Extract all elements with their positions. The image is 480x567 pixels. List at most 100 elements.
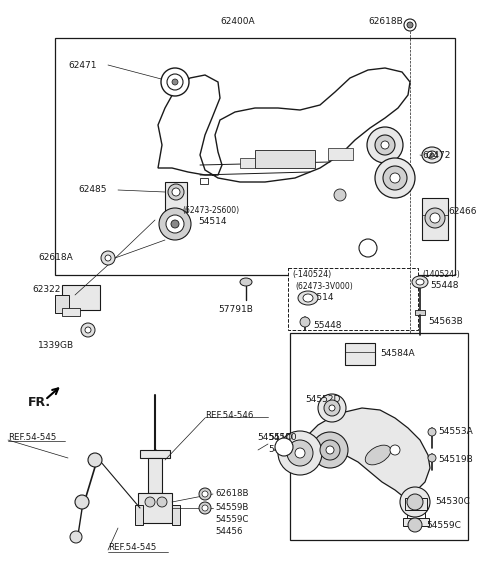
Ellipse shape bbox=[159, 208, 191, 240]
Bar bbox=[405, 498, 427, 510]
Text: 54456: 54456 bbox=[215, 527, 242, 536]
Text: A: A bbox=[365, 243, 371, 252]
Ellipse shape bbox=[408, 518, 422, 532]
Ellipse shape bbox=[407, 22, 413, 28]
Text: 54563B: 54563B bbox=[428, 318, 463, 327]
Ellipse shape bbox=[298, 291, 318, 305]
Bar bbox=[165, 182, 187, 212]
Ellipse shape bbox=[166, 215, 184, 233]
Ellipse shape bbox=[161, 68, 189, 96]
Ellipse shape bbox=[425, 208, 445, 228]
Bar bbox=[328, 148, 353, 160]
Ellipse shape bbox=[326, 446, 334, 454]
Ellipse shape bbox=[428, 428, 436, 436]
Text: 54514: 54514 bbox=[198, 218, 227, 226]
Text: REF.54-545: REF.54-545 bbox=[108, 544, 156, 552]
Ellipse shape bbox=[85, 327, 91, 333]
Text: 62466: 62466 bbox=[448, 208, 477, 217]
Polygon shape bbox=[305, 408, 430, 498]
Ellipse shape bbox=[275, 438, 293, 456]
Ellipse shape bbox=[390, 445, 400, 455]
Ellipse shape bbox=[422, 147, 442, 163]
Bar bbox=[288, 268, 418, 330]
Ellipse shape bbox=[381, 141, 389, 149]
Text: FR.: FR. bbox=[28, 396, 51, 408]
Ellipse shape bbox=[167, 74, 183, 90]
Text: 62485: 62485 bbox=[78, 185, 107, 194]
Ellipse shape bbox=[172, 79, 178, 85]
Bar bbox=[148, 458, 162, 493]
Bar bbox=[55, 295, 69, 313]
Ellipse shape bbox=[318, 394, 346, 422]
Text: 1339GB: 1339GB bbox=[38, 341, 74, 349]
Ellipse shape bbox=[334, 189, 346, 201]
Text: 57791B: 57791B bbox=[218, 306, 253, 315]
Ellipse shape bbox=[400, 487, 430, 517]
Text: A: A bbox=[281, 442, 287, 451]
Text: 62400A: 62400A bbox=[220, 18, 254, 27]
Ellipse shape bbox=[105, 255, 111, 261]
Ellipse shape bbox=[303, 294, 313, 302]
Bar bbox=[403, 518, 429, 526]
Ellipse shape bbox=[312, 432, 348, 468]
Ellipse shape bbox=[168, 184, 184, 200]
Ellipse shape bbox=[427, 151, 437, 159]
Ellipse shape bbox=[202, 491, 208, 497]
Ellipse shape bbox=[375, 135, 395, 155]
Text: 62618B: 62618B bbox=[215, 489, 249, 498]
Bar bbox=[135, 505, 143, 525]
Ellipse shape bbox=[390, 173, 400, 183]
Text: (62473-3V000): (62473-3V000) bbox=[295, 281, 353, 290]
Ellipse shape bbox=[199, 488, 211, 500]
Bar bbox=[422, 198, 448, 240]
Ellipse shape bbox=[240, 278, 252, 286]
Text: (-140524): (-140524) bbox=[292, 269, 331, 278]
Text: 55448: 55448 bbox=[313, 320, 341, 329]
Bar bbox=[240, 158, 255, 168]
Text: 54584A: 54584A bbox=[380, 349, 415, 358]
Text: 54519B: 54519B bbox=[438, 455, 473, 464]
Text: 62472: 62472 bbox=[422, 150, 450, 159]
Ellipse shape bbox=[367, 127, 403, 163]
Ellipse shape bbox=[359, 239, 377, 257]
Bar bbox=[140, 450, 170, 458]
Text: 62618B: 62618B bbox=[368, 18, 403, 27]
Bar bbox=[172, 505, 180, 525]
Bar bbox=[415, 310, 425, 315]
Text: 54500: 54500 bbox=[268, 434, 297, 442]
Ellipse shape bbox=[172, 188, 180, 196]
Text: 55448: 55448 bbox=[430, 281, 458, 290]
Bar bbox=[62, 285, 100, 310]
Bar bbox=[138, 493, 172, 523]
Text: 54552D: 54552D bbox=[305, 396, 340, 404]
Bar bbox=[255, 150, 315, 168]
Ellipse shape bbox=[157, 497, 167, 507]
Ellipse shape bbox=[145, 497, 155, 507]
Text: 62618A: 62618A bbox=[38, 253, 73, 263]
Polygon shape bbox=[158, 68, 410, 182]
Text: (62473-2S600): (62473-2S600) bbox=[182, 205, 239, 214]
Bar bbox=[200, 178, 208, 184]
Ellipse shape bbox=[295, 448, 305, 458]
Ellipse shape bbox=[75, 495, 89, 509]
Text: 54530C: 54530C bbox=[435, 497, 470, 506]
Ellipse shape bbox=[428, 454, 436, 462]
Ellipse shape bbox=[70, 531, 82, 543]
Text: 62322: 62322 bbox=[32, 286, 60, 294]
Ellipse shape bbox=[88, 453, 102, 467]
Text: 54559B: 54559B bbox=[215, 503, 248, 513]
Text: 62471: 62471 bbox=[68, 61, 96, 70]
Ellipse shape bbox=[199, 502, 211, 514]
Text: REF.54-545: REF.54-545 bbox=[8, 434, 56, 442]
Bar bbox=[345, 343, 375, 365]
Text: REF.54-546: REF.54-546 bbox=[205, 411, 253, 420]
Ellipse shape bbox=[416, 279, 424, 285]
Ellipse shape bbox=[324, 400, 340, 416]
Ellipse shape bbox=[383, 166, 407, 190]
Ellipse shape bbox=[278, 431, 322, 475]
Ellipse shape bbox=[171, 220, 179, 228]
Ellipse shape bbox=[430, 213, 440, 223]
Ellipse shape bbox=[287, 440, 313, 466]
Ellipse shape bbox=[430, 153, 434, 157]
Text: 54553A: 54553A bbox=[438, 428, 473, 437]
